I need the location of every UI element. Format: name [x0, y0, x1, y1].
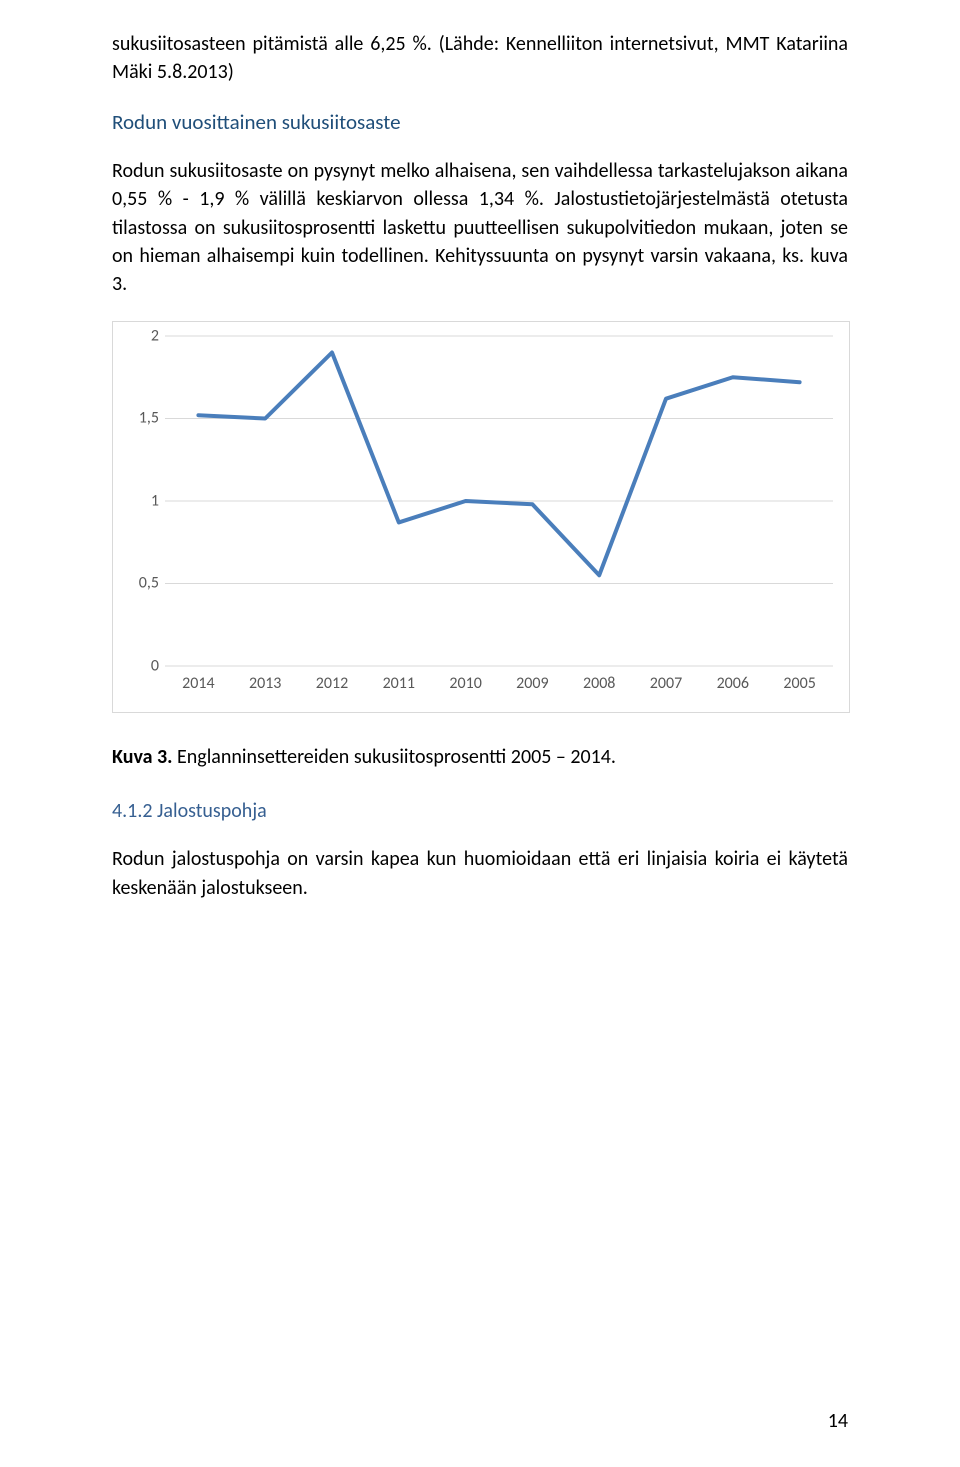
- figure-caption: Kuva 3. Englanninsettereiden sukusiitosp…: [112, 743, 848, 771]
- body-paragraph-1: Rodun sukusiitosaste on pysynyt melko al…: [112, 157, 848, 299]
- y-axis-tick-label: 1,5: [119, 409, 159, 428]
- x-axis-tick-label: 2005: [766, 674, 833, 693]
- y-axis-tick-label: 2: [119, 326, 159, 345]
- page: sukusiitosasteen pitämistä alle 6,25 %. …: [0, 0, 960, 1467]
- x-axis-tick-label: 2008: [566, 674, 633, 693]
- x-axis-tick-label: 2011: [365, 674, 432, 693]
- x-axis-tick-label: 2010: [432, 674, 499, 693]
- x-axis-tick-label: 2013: [232, 674, 299, 693]
- y-axis-tick-label: 0: [119, 656, 159, 675]
- page-number: 14: [828, 1409, 848, 1433]
- x-axis-tick-label: 2014: [165, 674, 232, 693]
- intro-paragraph: sukusiitosasteen pitämistä alle 6,25 %. …: [112, 30, 848, 87]
- y-axis-tick-label: 0,5: [119, 574, 159, 593]
- plot-area: 00,511,52 201420132012201120102009200820…: [165, 336, 833, 666]
- caption-text: Englanninsettereiden sukusiitosprosentti…: [173, 745, 616, 769]
- x-axis-tick-label: 2009: [499, 674, 566, 693]
- inbreeding-line-chart: 00,511,52 201420132012201120102009200820…: [112, 321, 850, 713]
- x-axis-tick-label: 2012: [299, 674, 366, 693]
- y-axis-tick-label: 1: [119, 491, 159, 510]
- body-paragraph-2: Rodun jalostuspohja on varsin kapea kun …: [112, 845, 848, 902]
- subsection-heading: 4.1.2 Jalostuspohja: [112, 799, 848, 823]
- x-axis-tick-label: 2006: [699, 674, 766, 693]
- chart-svg: [165, 336, 833, 666]
- x-axis-tick-label: 2007: [633, 674, 700, 693]
- caption-label: Kuva 3.: [112, 745, 173, 769]
- section-heading: Rodun vuosittainen sukusiitosaste: [112, 109, 848, 135]
